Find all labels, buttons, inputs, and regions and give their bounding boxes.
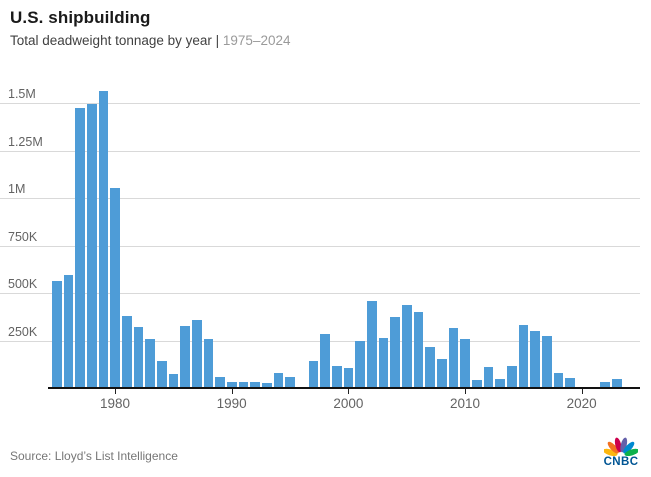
peacock-feather-5 [623, 441, 635, 454]
bar-chart-plot-area: 250K 500K 750K 1M 1.25M 1.5M 1980 1990 2000 2010 2… [0, 87, 640, 411]
chart-subtitle: Total deadweight tonnage by year | 1975–… [10, 33, 290, 48]
bar-2014 [507, 366, 517, 387]
x-axis-label-2010: 2010 [449, 396, 481, 411]
gridline-1M [0, 198, 640, 199]
bar-1997 [308, 360, 319, 387]
bar-2006 [413, 312, 424, 387]
x-tick-2010 [465, 389, 466, 394]
subtitle-text: Total deadweight tonnage by year | [10, 33, 223, 48]
bar-2011 [472, 379, 482, 387]
bar-2000 [343, 368, 354, 387]
y-axis-label-1.25M: 1.25M [8, 134, 43, 149]
bar-2001 [355, 340, 365, 387]
bar-1975 [52, 280, 62, 387]
x-tick-1980 [115, 389, 116, 394]
x-axis-line [48, 387, 640, 389]
bar-1987 [192, 319, 202, 388]
bar-1992 [250, 382, 260, 387]
x-tick-2020 [581, 389, 583, 394]
bar-1995 [285, 376, 295, 388]
bar-2004 [390, 317, 400, 387]
bar-1988 [203, 339, 214, 387]
bar-1986 [180, 326, 190, 387]
bar-1990 [227, 382, 237, 388]
bar-2017 [542, 336, 552, 387]
bar-2008 [437, 358, 447, 387]
bar-2010 [460, 338, 470, 387]
peacock-feather-3 [614, 437, 622, 453]
bar-1989 [215, 377, 225, 387]
bar-1984 [157, 361, 167, 388]
gridline-1.25M [0, 150, 640, 152]
cnbc-wordmark: CNBC [603, 456, 639, 468]
x-axis-label-1990: 1990 [216, 396, 247, 411]
y-axis-label-1.5M: 1.5M [8, 87, 36, 101]
y-axis-label-1M: 1M [8, 182, 26, 196]
peacock-feather-1 [604, 448, 618, 456]
gridline-1.5M [0, 103, 640, 104]
bar-2023 [612, 379, 622, 387]
y-axis-label-750K: 750K [8, 229, 38, 244]
bar-1985 [168, 373, 179, 387]
x-axis-label-2020: 2020 [566, 396, 597, 411]
x-tick-1990 [231, 389, 233, 394]
y-axis-label-250K: 250K [8, 324, 38, 339]
y-axis-label-500K: 500K [8, 277, 38, 291]
bar-2015 [518, 324, 529, 387]
gridline-500K [0, 293, 640, 294]
bar-2003 [378, 337, 389, 387]
gridline-250K [0, 340, 640, 342]
source-note: Source: Lloyd’s List Intelligence [10, 449, 178, 463]
gridline-750K [0, 245, 640, 247]
bar-1993 [262, 382, 272, 387]
bar-2018 [553, 372, 564, 387]
bar-2019 [565, 377, 575, 387]
bar-1983 [145, 338, 155, 387]
cnbc-logo: CNBC [600, 437, 642, 468]
bar-1991 [238, 382, 249, 387]
bar-1994 [273, 372, 284, 387]
peacock-feather-2 [607, 441, 619, 454]
page-title: U.S. shipbuilding [10, 8, 151, 27]
bar-2016 [530, 331, 540, 387]
bar-2012 [483, 366, 494, 387]
bar-1978 [87, 103, 97, 387]
x-axis-label-2000: 2000 [333, 396, 364, 411]
subtitle-year-range: 1975–2024 [222, 33, 291, 48]
bar-1977 [75, 107, 85, 387]
bar-1982 [133, 327, 144, 387]
peacock-feather-6 [624, 448, 638, 456]
bar-2002 [367, 300, 377, 388]
bar-1979 [98, 90, 109, 387]
bar-2009 [448, 328, 459, 387]
bar-2005 [402, 304, 412, 387]
bar-1976 [63, 274, 74, 387]
bar-2022 [600, 381, 610, 387]
bar-2013 [495, 379, 505, 387]
bar-1998 [320, 334, 330, 387]
bar-1999 [332, 365, 342, 387]
bar-1981 [122, 315, 132, 388]
peacock-icon [604, 437, 638, 456]
x-axis-label-1980: 1980 [99, 396, 131, 411]
x-tick-2000 [348, 389, 350, 394]
bar-2007 [425, 347, 435, 387]
bar-1980 [110, 187, 120, 387]
